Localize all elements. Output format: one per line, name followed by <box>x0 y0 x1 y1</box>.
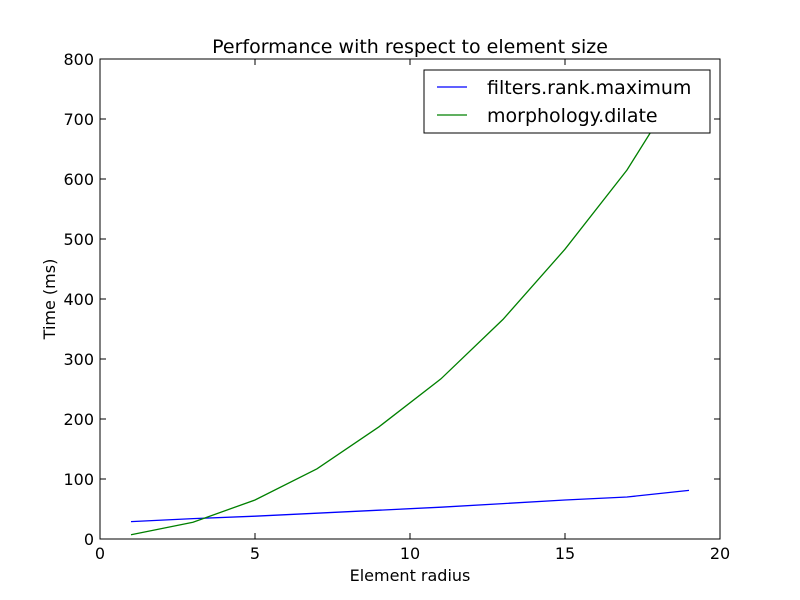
x-axis-label: Element radius <box>350 566 471 585</box>
series-line-0 <box>130 489 690 523</box>
y-tick-label: 100 <box>63 470 94 489</box>
x-tick-label: 15 <box>555 544 575 563</box>
series-group <box>130 70 690 536</box>
y-tick-label: 0 <box>84 530 94 549</box>
y-tick-label: 600 <box>63 170 94 189</box>
y-tick-label: 700 <box>63 110 94 129</box>
legend: filters.rank.maximum morphology.dilate <box>423 69 711 134</box>
x-tick-label: 20 <box>710 544 730 563</box>
y-tick-label: 300 <box>63 350 94 369</box>
legend-label-1: morphology.dilate <box>487 105 658 127</box>
series-line-1 <box>130 70 690 536</box>
chart-title: Performance with respect to element size <box>212 36 608 58</box>
y-tick-label: 800 <box>63 50 94 69</box>
y-tick-label: 500 <box>63 230 94 249</box>
x-tick-label: 0 <box>95 544 105 563</box>
y-tick-label: 400 <box>63 290 94 309</box>
y-tick-label: 200 <box>63 410 94 429</box>
x-tick-label: 10 <box>400 544 420 563</box>
legend-box <box>423 69 711 134</box>
y-axis-label: Time (ms) <box>40 259 59 341</box>
legend-label-0: filters.rank.maximum <box>487 77 691 99</box>
x-tick-label: 5 <box>250 544 260 563</box>
